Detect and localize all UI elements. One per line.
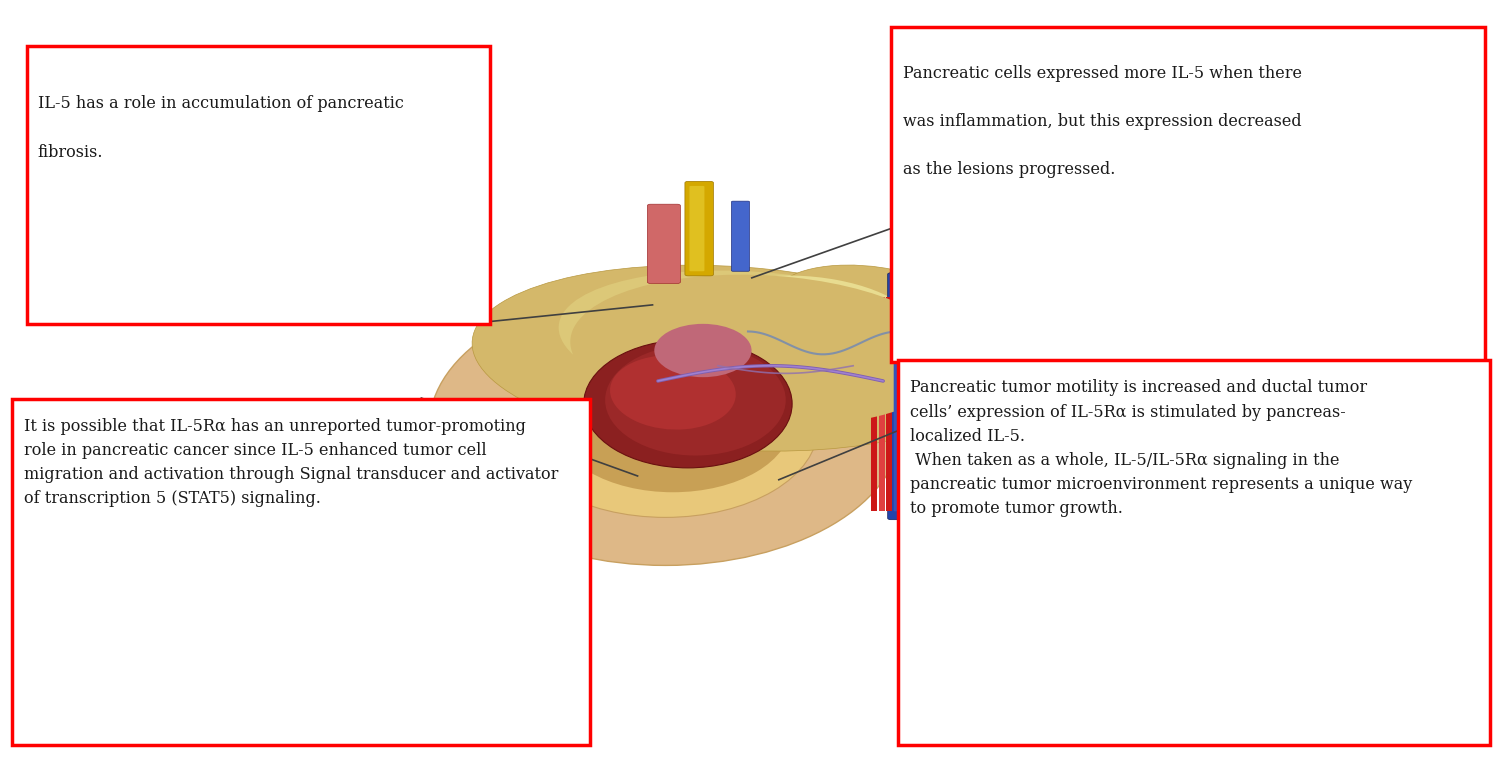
- FancyBboxPatch shape: [894, 281, 915, 511]
- FancyBboxPatch shape: [685, 181, 713, 276]
- FancyBboxPatch shape: [689, 186, 704, 271]
- Ellipse shape: [610, 355, 736, 430]
- Bar: [871, 297, 877, 511]
- Bar: [894, 297, 900, 511]
- Bar: [879, 297, 885, 511]
- Ellipse shape: [571, 274, 955, 427]
- FancyBboxPatch shape: [647, 204, 680, 283]
- Text: It is possible that IL-5Rα has an unreported tumor-promoting
role in pancreatic : It is possible that IL-5Rα has an unrepo…: [24, 418, 559, 507]
- Ellipse shape: [775, 265, 961, 344]
- Text: Pancreatic tumor motility is increased and ductal tumor
cells’ expression of IL-: Pancreatic tumor motility is increased a…: [910, 379, 1412, 517]
- Bar: [901, 297, 907, 511]
- Ellipse shape: [559, 271, 967, 415]
- Ellipse shape: [472, 265, 994, 451]
- Ellipse shape: [554, 354, 792, 492]
- Text: IL-5 has a role in accumulation of pancreatic

fibrosis.: IL-5 has a role in accumulation of pancr…: [38, 95, 404, 161]
- FancyBboxPatch shape: [891, 27, 1485, 362]
- Ellipse shape: [430, 288, 901, 565]
- Bar: [909, 297, 915, 511]
- Ellipse shape: [512, 336, 819, 517]
- FancyBboxPatch shape: [888, 273, 931, 520]
- Ellipse shape: [700, 276, 916, 364]
- Bar: [886, 297, 892, 511]
- Ellipse shape: [605, 344, 786, 456]
- Ellipse shape: [655, 324, 751, 377]
- FancyBboxPatch shape: [12, 399, 590, 745]
- FancyBboxPatch shape: [27, 46, 490, 324]
- Text: Pancreatic cells expressed more IL-5 when there

was inflammation, but this expr: Pancreatic cells expressed more IL-5 whe…: [903, 65, 1302, 178]
- FancyBboxPatch shape: [898, 360, 1490, 745]
- FancyBboxPatch shape: [731, 201, 749, 271]
- Ellipse shape: [584, 340, 792, 468]
